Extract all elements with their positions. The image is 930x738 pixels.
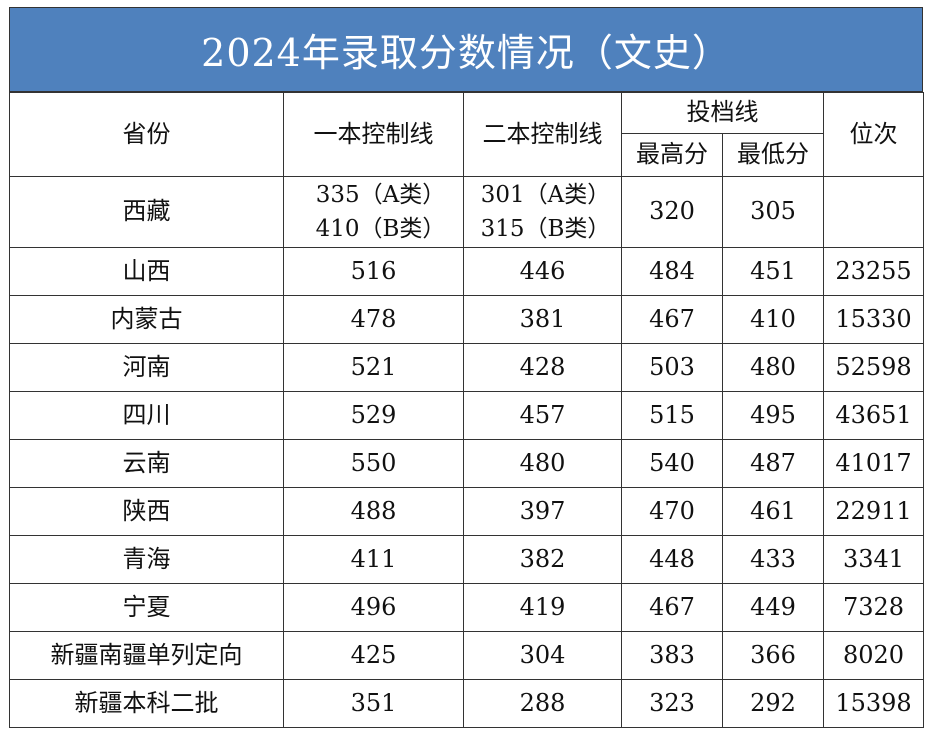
cell-second-tier: 419: [463, 583, 622, 632]
cell-lowest: 305: [722, 176, 824, 248]
cell-second-tier: 381: [463, 295, 622, 344]
cell-lowest: 433: [722, 535, 824, 584]
cell-lowest: 487: [722, 439, 824, 488]
cell-second-tier: 304: [463, 631, 622, 680]
cell-rank: 52598: [823, 343, 924, 392]
cell-rank: 22911: [823, 487, 924, 536]
first-tier-a: 335（A类）: [315, 182, 446, 208]
cell-rank: [823, 176, 924, 248]
cell-highest: 470: [621, 487, 723, 536]
cell-province: 新疆南疆单列定向: [9, 631, 284, 680]
cell-province: 内蒙古: [9, 295, 284, 344]
cell-lowest: 495: [722, 391, 824, 440]
table-row: 宁夏 496 419 467 449 7328: [9, 583, 924, 632]
cell-highest: 503: [621, 343, 723, 392]
cell-second-tier: 480: [463, 439, 622, 488]
table-row: 陕西 488 397 470 461 22911: [9, 487, 924, 536]
table-row: 四川 529 457 515 495 43651: [9, 391, 924, 440]
cell-second-tier: 446: [463, 247, 622, 296]
cell-lowest: 366: [722, 631, 824, 680]
header-province: 省份: [9, 92, 284, 177]
cell-second-tier: 288: [463, 679, 622, 728]
cell-lowest: 461: [722, 487, 824, 536]
cell-province: 云南: [9, 439, 284, 488]
table-row-tibet: 西藏 335（A类） 410（B类） 301（A类） 315（B类） 320 3…: [9, 176, 924, 248]
cell-highest: 484: [621, 247, 723, 296]
cell-first-tier: 550: [283, 439, 464, 488]
cell-highest: 540: [621, 439, 723, 488]
cell-rank: 15330: [823, 295, 924, 344]
cell-second-tier: 428: [463, 343, 622, 392]
cell-first-tier: 425: [283, 631, 464, 680]
table-row: 山西 516 446 484 451 23255: [9, 247, 924, 296]
cell-first-tier: 488: [283, 487, 464, 536]
header-rank: 位次: [823, 92, 924, 177]
cell-rank: 43651: [823, 391, 924, 440]
table-row: 云南 550 480 540 487 41017: [9, 439, 924, 488]
cell-rank: 7328: [823, 583, 924, 632]
cell-province: 宁夏: [9, 583, 284, 632]
cell-province: 山西: [9, 247, 284, 296]
cell-rank: 3341: [823, 535, 924, 584]
cell-first-tier: 529: [283, 391, 464, 440]
cell-rank: 15398: [823, 679, 924, 728]
score-table: 省份 一本控制线 二本控制线 投档线 位次 最高分 最低分 西藏 335（A类）…: [9, 92, 924, 728]
cell-highest: 320: [621, 176, 723, 248]
cell-rank: 23255: [823, 247, 924, 296]
cell-highest: 383: [621, 631, 723, 680]
cell-second-tier: 457: [463, 391, 622, 440]
header-first-tier: 一本控制线: [283, 92, 464, 177]
header-second-tier: 二本控制线: [463, 92, 622, 177]
cell-lowest: 449: [722, 583, 824, 632]
cell-first-tier: 335（A类） 410（B类）: [283, 176, 464, 248]
table-row: 内蒙古 478 381 467 410 15330: [9, 295, 924, 344]
table-row: 新疆南疆单列定向 425 304 383 366 8020: [9, 631, 924, 680]
cell-first-tier: 521: [283, 343, 464, 392]
cell-highest: 323: [621, 679, 723, 728]
table-row: 青海 411 382 448 433 3341: [9, 535, 924, 584]
cell-province: 西藏: [9, 176, 284, 248]
cell-first-tier: 516: [283, 247, 464, 296]
cell-rank: 8020: [823, 631, 924, 680]
cell-lowest: 480: [722, 343, 824, 392]
cell-lowest: 410: [722, 295, 824, 344]
cell-second-tier: 397: [463, 487, 622, 536]
score-table-frame: 2024年录取分数情况（文史） 省份 一本控制线 二本控制线 投档线 位次 最高…: [9, 7, 924, 728]
cell-second-tier: 382: [463, 535, 622, 584]
cell-province: 陕西: [9, 487, 284, 536]
cell-highest: 448: [621, 535, 723, 584]
header-filing-line: 投档线: [621, 92, 824, 134]
cell-province: 青海: [9, 535, 284, 584]
cell-highest: 467: [621, 583, 723, 632]
second-tier-a: 301（A类）: [480, 182, 611, 208]
cell-first-tier: 478: [283, 295, 464, 344]
table-title: 2024年录取分数情况（文史）: [9, 7, 923, 92]
cell-highest: 515: [621, 391, 723, 440]
cell-highest: 467: [621, 295, 723, 344]
cell-rank: 41017: [823, 439, 924, 488]
header-lowest: 最低分: [722, 133, 824, 177]
cell-second-tier: 301（A类） 315（B类）: [463, 176, 622, 248]
cell-lowest: 451: [722, 247, 824, 296]
cell-province: 河南: [9, 343, 284, 392]
header-highest: 最高分: [621, 133, 723, 177]
table-row: 新疆本科二批 351 288 323 292 15398: [9, 679, 924, 728]
table-row: 河南 521 428 503 480 52598: [9, 343, 924, 392]
second-tier-b: 315（B类）: [480, 216, 611, 242]
cell-first-tier: 411: [283, 535, 464, 584]
cell-first-tier: 496: [283, 583, 464, 632]
first-tier-b: 410（B类）: [315, 216, 446, 242]
cell-lowest: 292: [722, 679, 824, 728]
cell-province: 新疆本科二批: [9, 679, 284, 728]
cell-first-tier: 351: [283, 679, 464, 728]
cell-province: 四川: [9, 391, 284, 440]
